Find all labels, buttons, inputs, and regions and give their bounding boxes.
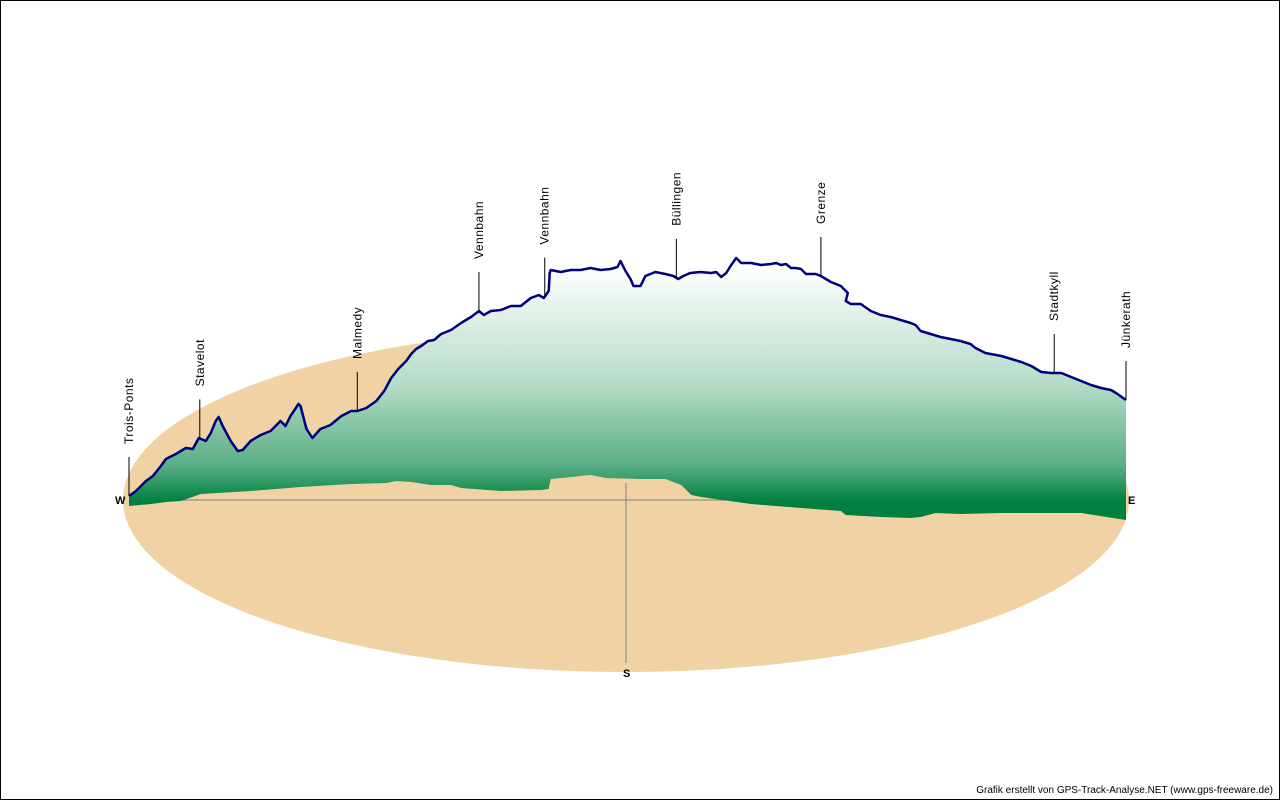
marker-label: Vennbahn [538, 187, 552, 245]
compass-east-label: E [1128, 495, 1135, 507]
marker-label: Trois-Ponts [122, 378, 136, 444]
credit-footer: Grafik erstellt von GPS-Track-Analyse.NE… [976, 785, 1273, 796]
elevation-area [129, 258, 1126, 520]
compass-south-label: S [623, 668, 630, 680]
compass-west-label: W [115, 495, 126, 507]
marker-label: Büllingen [669, 172, 683, 226]
marker-label: Stavelot [193, 339, 207, 387]
marker-label: Malmedy [350, 307, 364, 359]
marker-label: Vennbahn [472, 201, 486, 259]
marker-label: Stadtkyll [1047, 271, 1061, 321]
waypoint-markers: Trois-Ponts Stavelot Malmedy Vennbahn Vennba… [122, 172, 1133, 496]
marker-label: Jünkerath [1119, 291, 1133, 348]
marker-label: Grenze [814, 182, 828, 224]
elevation-line [128, 256, 1127, 498]
